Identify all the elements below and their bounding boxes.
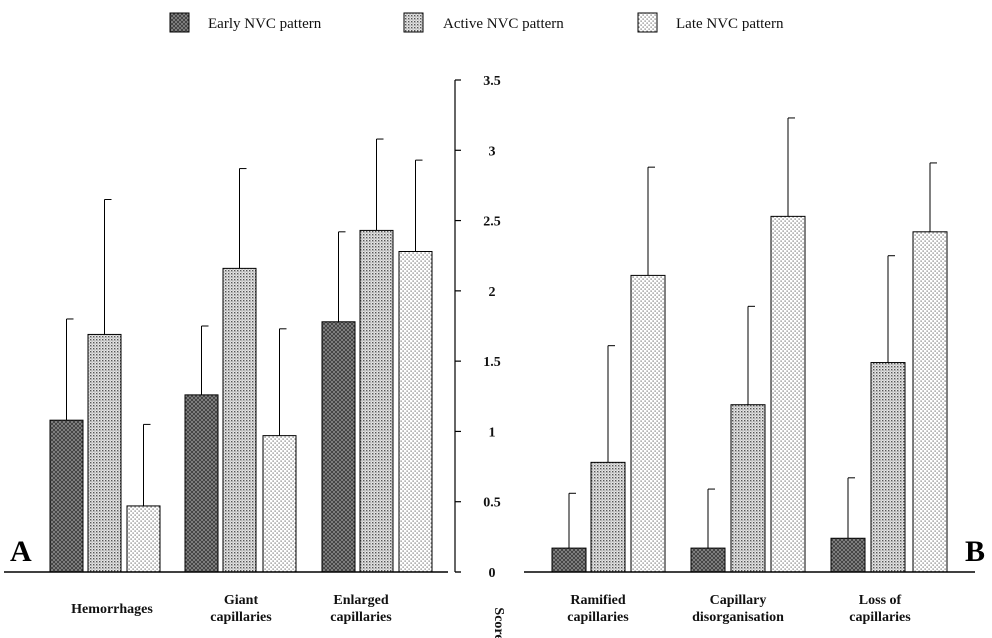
panel-a: Hemorrhages Giant capillaries Enlarged capil… [4, 138, 448, 625]
category-label: capillaries [849, 610, 911, 625]
bar-b-3-3 [912, 231, 948, 573]
bar-a-2-3 [359, 229, 394, 573]
category-label: Enlarged [333, 593, 388, 608]
category-label: Hemorrhages [71, 602, 153, 617]
bar-b-3-2 [770, 215, 806, 573]
y-tick-label: 3 [489, 144, 496, 159]
y-tick-label: 2.5 [483, 215, 501, 230]
plot-area: Hemorrhages Giant capillaries Enlarged capil… [4, 117, 985, 625]
bar-a-2-1 [87, 333, 122, 573]
legend-swatch-3 [637, 12, 658, 33]
y-tick-label: 1.5 [483, 355, 501, 370]
category-label: disorganisation [692, 610, 784, 625]
panel-label-a: A [10, 535, 32, 568]
category-label: capillaries [567, 610, 629, 625]
legend: Early NVC pattern Active NVC pattern Late … [169, 12, 784, 33]
bar-a-3-2 [262, 435, 297, 573]
y-tick-label: 0 [489, 566, 496, 581]
category-label: Capillary [710, 593, 767, 608]
bar-b-3-1 [630, 274, 666, 573]
bar-a-1-2 [184, 394, 219, 573]
legend-swatch-2 [403, 12, 424, 33]
y-axis: 0 0.5 1 1.5 2 2.5 3 3.5 Score [454, 74, 506, 638]
bar-b-2-3 [870, 362, 906, 573]
panel-label-b: B [965, 535, 985, 568]
y-tick-label: 2 [489, 285, 496, 300]
legend-label-1: Early NVC pattern [208, 16, 322, 32]
bar-a-2-2 [222, 267, 257, 573]
category-label: capillaries [210, 610, 272, 625]
category-label: capillaries [330, 610, 392, 625]
panel-b: Ramified capillaries Capillary disorganisat… [524, 117, 985, 625]
bar-a-3-1 [126, 505, 161, 573]
legend-label-3: Late NVC pattern [676, 16, 784, 32]
legend-label-2: Active NVC pattern [443, 16, 564, 32]
bar-b-1-2 [690, 547, 726, 573]
category-label: Ramified [570, 593, 625, 608]
legend-swatch-1 [169, 12, 190, 33]
bar-a-1-3 [321, 321, 356, 573]
category-label: Loss of [859, 593, 902, 608]
bar-a-3-3 [398, 250, 433, 573]
bar-b-1-3 [830, 537, 866, 573]
y-tick-label: 3.5 [483, 74, 501, 89]
y-tick-label: 0.5 [483, 496, 501, 511]
bar-b-2-1 [590, 461, 626, 573]
y-tick-label: 1 [489, 425, 496, 440]
bar-b-2-2 [730, 404, 766, 573]
category-label: Giant [224, 593, 259, 608]
bar-b-1-1 [551, 547, 587, 573]
bar-a-1-1 [49, 419, 84, 573]
y-axis-label: Score [491, 607, 506, 638]
